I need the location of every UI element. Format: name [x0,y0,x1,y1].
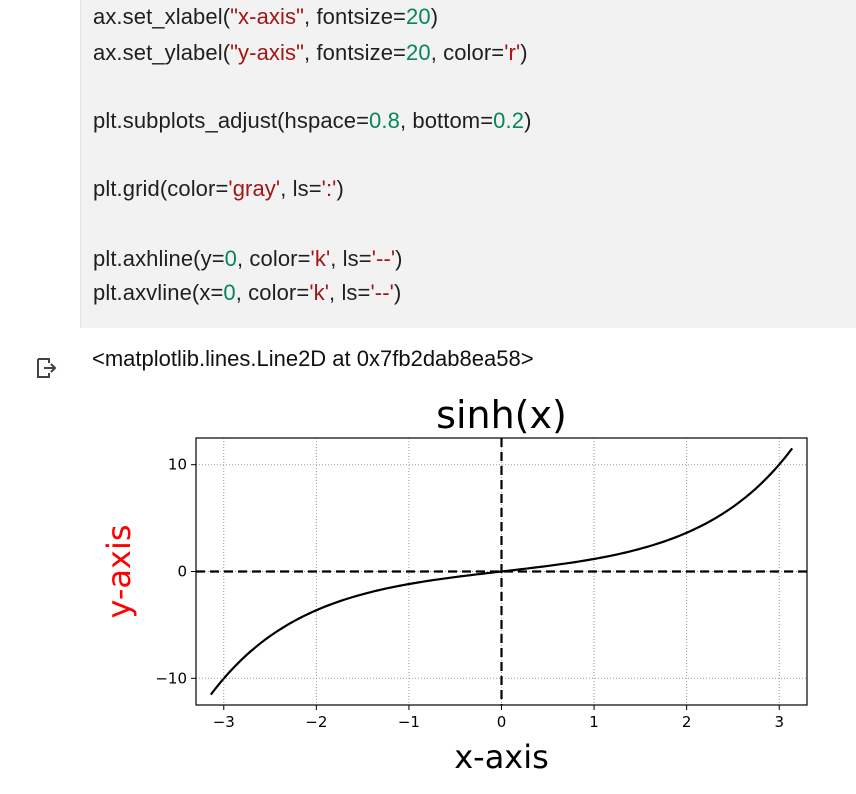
code-token: plt.subplots_adjust(hspace= [93,108,370,133]
x-tick-label: 2 [682,713,692,731]
code-token: , bottom= [399,108,494,133]
y-tick-label: −10 [155,669,187,687]
code-token: plt.grid(color= [93,176,229,201]
y-axis-label: y-axis [100,524,138,618]
code-token: , color= [236,246,311,271]
code-number-token: 0.2 [493,108,525,133]
code-token: , fontsize= [304,4,407,29]
code-token: plt.axhline(y= [93,246,225,271]
x-tick-label: −2 [305,713,327,731]
code-string-token: "y-axis" [230,40,305,65]
grid-lines [196,438,807,705]
code-number-token: 0.8 [369,108,400,133]
code-string-token: ':' [321,176,337,201]
code-token: ) [395,246,403,271]
x-tick-label: −3 [213,713,235,731]
code-line[interactable]: ax.set_ylabel("y-axis", fontsize=20, col… [93,40,528,66]
code-token: ) [430,4,439,29]
cell-gutter [0,0,80,328]
code-token: , color= [235,280,310,305]
output-area [0,328,856,794]
code-token: , color= [430,40,505,65]
code-token: ) [524,108,532,133]
code-string-token: 'k' [310,246,331,271]
code-string-token: '--' [370,280,394,305]
code-number-token: 20 [406,40,431,65]
output-text: <matplotlib.lines.Line2D at 0x7fb2dab8ea… [92,346,534,371]
series-line-sinh [209,447,794,696]
code-token: ) [520,40,528,65]
code-line[interactable]: plt.subplots_adjust(hspace=0.8, bottom=0… [93,108,532,134]
code-line[interactable]: plt.axvline(x=0, color='k', ls='--') [93,280,401,306]
y-tick-label: 0 [177,563,187,581]
code-token: ) [393,280,402,305]
code-line[interactable]: plt.grid(color='gray', ls=':') [93,176,344,202]
x-axis-label: x-axis [454,738,549,776]
x-tick-label: 0 [497,713,507,731]
code-token: ax.set_xlabel( [93,4,231,29]
code-token: , ls= [329,280,371,305]
code-number-token: 0 [223,280,236,305]
code-token: ax.set_ylabel( [93,40,231,65]
code-number-token: 20 [406,4,431,29]
code-string-token: 'r' [504,40,521,65]
code-string-token: '--' [371,246,396,271]
x-tick-label: −1 [398,713,420,731]
code-string-token: 'k' [309,280,330,305]
code-token: ) [336,176,344,201]
x-tick-label: 3 [774,713,784,731]
code-line[interactable]: ax.set_xlabel("x-axis", fontsize=20) [93,4,438,30]
code-number-token: 0 [224,246,237,271]
code-cell[interactable]: ax.set_xlabel("x-axis", fontsize=20) ax.s… [0,0,856,328]
y-tick-label: 10 [168,456,187,474]
code-string-token: "x-axis" [230,4,305,29]
output-arrow-icon[interactable] [34,356,58,380]
x-tick-label: 1 [589,713,599,731]
chart-title: sinh(x) [436,393,567,437]
code-string-token: 'gray' [228,176,281,201]
code-token: , ls= [280,176,322,201]
code-token: , fontsize= [304,40,407,65]
code-token: plt.axvline(x= [93,280,224,305]
code-token: , ls= [330,246,372,271]
code-line[interactable]: plt.axhline(y=0, color='k', ls='--') [93,246,403,272]
code-editor[interactable]: ax.set_xlabel("x-axis", fontsize=20) ax.s… [80,0,856,328]
